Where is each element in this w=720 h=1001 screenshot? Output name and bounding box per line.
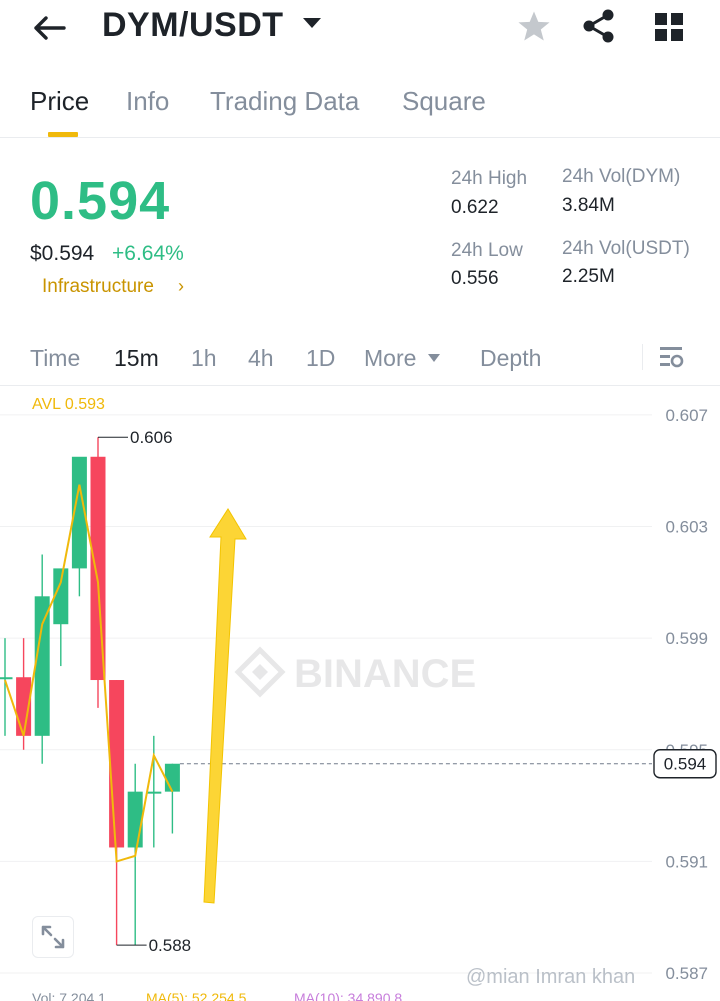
candle xyxy=(109,680,125,946)
tab-price[interactable]: Price xyxy=(30,86,90,116)
tab-info[interactable]: Info xyxy=(126,86,170,116)
candle xyxy=(164,763,180,834)
tab-trading-data[interactable]: Trading Data xyxy=(210,86,360,116)
star-icon[interactable] xyxy=(516,10,552,49)
candle-body xyxy=(34,596,50,736)
pair-title[interactable]: DYM/USDT xyxy=(102,6,284,44)
candle-body xyxy=(146,791,162,794)
current-price-tag: 0.594 xyxy=(653,749,717,779)
volume-value: Vol: 7,204.1 xyxy=(32,990,106,1001)
vol-base-value: 3.84M xyxy=(562,195,615,216)
interval-more[interactable]: More xyxy=(364,345,417,371)
volume-indicator-bar: Vol: 7,204.1 MA(5): 52,254.5 MA(10): 34,… xyxy=(0,988,720,1001)
y-tick-label: 0.591 xyxy=(665,852,708,871)
high-value: 0.622 xyxy=(451,197,499,218)
price-change: +6.64% xyxy=(112,242,184,265)
candle-body xyxy=(16,677,32,736)
ma-line xyxy=(4,484,174,863)
y-tick-label: 0.599 xyxy=(665,629,708,648)
low-value: 0.556 xyxy=(451,268,499,289)
high-label: 24h High xyxy=(451,168,528,189)
extreme-markers: 0.606 0.588 xyxy=(98,428,191,955)
low-label: 24h Low xyxy=(451,240,523,261)
tab-bar: Price Info Trading Data Square xyxy=(0,76,720,138)
chevron-right-icon[interactable]: › xyxy=(178,276,184,296)
binance-watermark: BINANCE xyxy=(234,646,476,698)
grid-icon[interactable] xyxy=(654,12,684,47)
share-icon[interactable] xyxy=(582,8,616,49)
interval-time[interactable]: Time xyxy=(30,345,81,371)
candle xyxy=(71,456,87,597)
candle-body xyxy=(71,456,87,569)
interval-divider xyxy=(642,344,643,370)
caret-down-icon[interactable] xyxy=(427,350,441,368)
active-tab-indicator xyxy=(48,132,78,137)
candle-body xyxy=(164,763,180,792)
candle xyxy=(53,568,69,667)
last-price: 0.594 xyxy=(30,171,171,231)
vol-quote-value: 2.25M xyxy=(562,266,615,287)
chart-settings-icon[interactable] xyxy=(658,344,686,375)
candle xyxy=(146,735,162,848)
credit-watermark: @mian Imran khan xyxy=(466,966,636,988)
interval-15m[interactable]: 15m xyxy=(114,345,159,371)
y-tick-label: 0.587 xyxy=(665,964,708,983)
top-bar: DYM/USDT xyxy=(0,0,720,56)
candles xyxy=(0,437,180,946)
current-price-tag-text: 0.594 xyxy=(664,755,707,774)
interval-4h[interactable]: 4h xyxy=(248,345,274,371)
expand-chart-button[interactable] xyxy=(32,916,74,958)
y-tick-label: 0.607 xyxy=(665,406,708,425)
binance-logo-icon xyxy=(234,646,286,698)
candle xyxy=(0,638,13,736)
usd-price: $0.594 xyxy=(30,242,95,265)
ma10-value: MA(10): 34,890.8 xyxy=(294,990,403,1001)
candle xyxy=(34,554,50,764)
avl-label: AVL 0.593 xyxy=(32,396,105,413)
chevron-down-icon[interactable] xyxy=(302,16,322,35)
expand-icon xyxy=(41,925,65,949)
back-arrow-icon[interactable] xyxy=(30,8,70,48)
ma5-value: MA(5): 52,254.5 xyxy=(146,990,247,1001)
candle-body xyxy=(127,791,143,848)
watermark-text: BINANCE xyxy=(294,652,476,696)
sector-link[interactable]: Infrastructure xyxy=(42,276,154,297)
vol-base-label: 24h Vol(DYM) xyxy=(562,166,681,187)
interval-bar: Time 15m 1h 4h 1D More Depth xyxy=(0,334,720,386)
candle-body xyxy=(109,680,125,848)
min-price-label: 0.588 xyxy=(149,936,192,955)
candle-body xyxy=(0,677,13,680)
candle-body xyxy=(53,568,69,625)
tab-square[interactable]: Square xyxy=(402,86,486,116)
vol-quote-label: 24h Vol(USDT) xyxy=(562,238,690,259)
interval-1h[interactable]: 1h xyxy=(191,345,217,371)
y-tick-label: 0.603 xyxy=(665,518,708,537)
max-price-label: 0.606 xyxy=(130,428,173,447)
interval-depth[interactable]: Depth xyxy=(480,345,542,371)
annotation-arrow xyxy=(203,508,247,904)
interval-1d[interactable]: 1D xyxy=(306,345,336,371)
